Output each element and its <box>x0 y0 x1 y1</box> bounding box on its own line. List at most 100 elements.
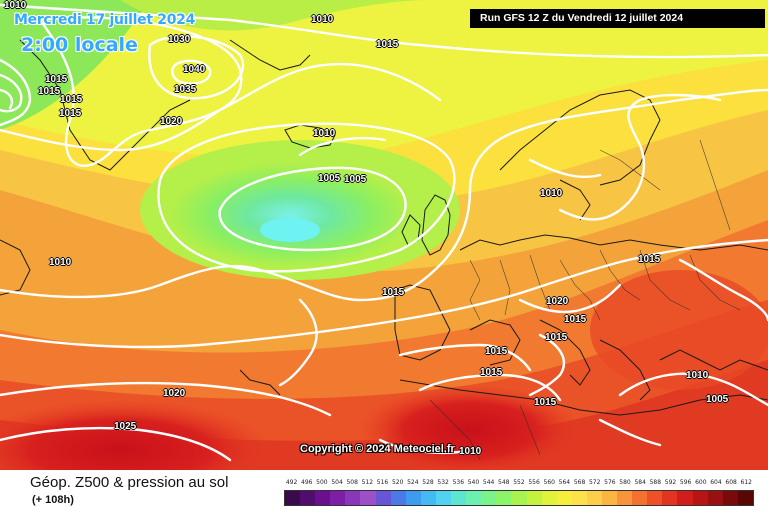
isobar-label: 1040 <box>183 64 206 75</box>
scale-swatch <box>707 491 723 505</box>
scale-swatch <box>601 491 618 505</box>
isobar-label: 1015 <box>59 108 82 119</box>
scale-swatch <box>360 491 376 505</box>
scale-swatch <box>466 491 482 505</box>
scale-label: 596 <box>679 479 692 486</box>
scale-swatch <box>481 491 497 505</box>
forecast-date: Mercredi 17 juillet 2024 <box>14 12 196 28</box>
scale-label: 532 <box>437 479 449 486</box>
scale-swatch <box>526 491 542 505</box>
scale-label: 572 <box>588 479 601 486</box>
map-title: Géop. Z500 & pression au sol <box>30 474 229 491</box>
isobar-label: 1005 <box>318 173 341 184</box>
scale-label: 560 <box>543 479 555 486</box>
isobar-label: 1010 <box>311 14 334 25</box>
scale-label: 580 <box>619 479 631 486</box>
isobar-label: 1005 <box>344 174 367 185</box>
copyright-notice: Copyright © 2024 Meteociel.fr <box>300 443 455 455</box>
isobar-label: 1015 <box>480 367 503 378</box>
isobar-label: 1005 <box>706 394 729 405</box>
isobar-label: 1010 <box>49 257 72 268</box>
scale-label: 508 <box>346 479 358 486</box>
color-scale-bar <box>284 490 754 506</box>
color-scale-labels: 492 496 500 504 508 512 516 520 524 528 532 536 540 5… <box>284 479 754 488</box>
isobar-label: 1015 <box>564 314 587 325</box>
isobar-label: 1015 <box>485 346 508 357</box>
scale-swatch <box>420 491 436 505</box>
scale-swatch <box>556 491 572 505</box>
isobar-label: 1010 <box>686 370 709 381</box>
scale-swatch <box>435 491 452 505</box>
scale-swatch <box>737 491 753 505</box>
scale-swatch <box>586 491 602 505</box>
scale-label: 604 <box>710 479 722 486</box>
scale-label: 564 <box>558 479 571 486</box>
scale-label: 608 <box>725 479 737 486</box>
scale-swatch <box>617 491 633 505</box>
scale-label: 600 <box>695 479 707 486</box>
isobar-label: 1010 <box>459 446 482 457</box>
scale-label: 556 <box>528 479 540 486</box>
isobar-label: 1025 <box>114 421 137 432</box>
forecast-time: 2:00 locale <box>21 34 138 56</box>
scale-label: 504 <box>331 479 343 486</box>
scale-label: 548 <box>498 479 510 486</box>
scale-swatch <box>647 491 663 505</box>
scale-swatch <box>662 491 678 505</box>
scale-swatch <box>677 491 693 505</box>
isobar-label: 1015 <box>376 39 399 50</box>
isobar-label: 1010 <box>540 188 563 199</box>
scale-swatch <box>405 491 421 505</box>
forecast-map <box>0 0 768 470</box>
isobar-label: 1015 <box>38 86 61 97</box>
isobar-label: 1020 <box>546 296 569 307</box>
isobar-label: 1010 <box>313 128 336 139</box>
scale-label: 496 <box>301 479 313 486</box>
isobar-label: 1030 <box>168 34 191 45</box>
scale-swatch <box>722 491 738 505</box>
isobar-label: 1035 <box>174 84 197 95</box>
scale-label: 576 <box>604 479 616 486</box>
model-run-banner: Run GFS 12 Z du Vendredi 12 juillet 2024 <box>470 9 765 28</box>
scale-label: 540 <box>467 479 480 486</box>
scale-label: 552 <box>513 479 525 486</box>
scale-swatch <box>375 491 391 505</box>
scale-swatch <box>345 491 361 505</box>
scale-label: 588 <box>649 479 662 486</box>
scale-swatch <box>330 491 346 505</box>
scale-label: 512 <box>361 479 374 486</box>
scale-label: 612 <box>740 479 752 486</box>
scale-label: 536 <box>452 479 465 486</box>
scale-swatch <box>511 491 527 505</box>
scale-label: 516 <box>376 479 389 486</box>
scale-swatch <box>300 491 316 505</box>
isobar-label: 1015 <box>638 254 661 265</box>
isobar-label: 1015 <box>60 94 83 105</box>
isobar-label: 1015 <box>545 332 568 343</box>
isobar-label: 1015 <box>45 74 68 85</box>
scale-swatch <box>496 491 512 505</box>
forecast-offset: (+ 108h) <box>32 494 74 506</box>
scale-label: 492 <box>285 479 298 486</box>
scale-label: 544 <box>482 479 495 486</box>
isobar-label: 1010 <box>4 0 27 11</box>
scale-label: 568 <box>573 479 586 486</box>
scale-label: 528 <box>422 479 434 486</box>
isobar-label: 1020 <box>160 116 183 127</box>
scale-label: 500 <box>316 479 328 486</box>
scale-swatch <box>390 491 406 505</box>
isobar-label: 1015 <box>382 287 405 298</box>
scale-swatch <box>571 491 587 505</box>
scale-swatch <box>632 491 648 505</box>
isobar-label: 1015 <box>534 397 557 408</box>
scale-label: 520 <box>391 479 404 486</box>
scale-swatch <box>315 491 331 505</box>
scale-swatch <box>541 491 557 505</box>
scale-swatch <box>692 491 708 505</box>
scale-swatch <box>451 491 467 505</box>
scale-label: 524 <box>407 479 419 486</box>
scale-swatch <box>285 491 301 505</box>
isobar-label: 1020 <box>163 388 186 399</box>
scale-label: 592 <box>664 479 677 486</box>
scale-label: 584 <box>634 479 646 486</box>
